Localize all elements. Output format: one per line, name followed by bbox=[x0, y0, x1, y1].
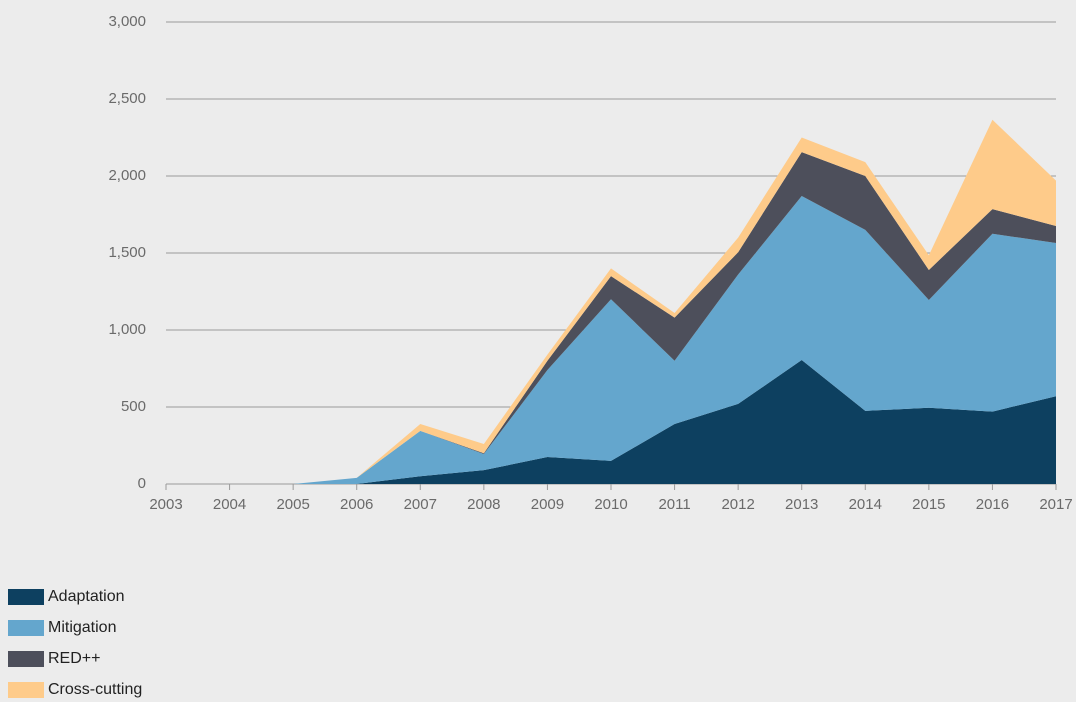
legend-label: RED++ bbox=[48, 650, 100, 667]
x-tick-label: 2008 bbox=[467, 496, 500, 513]
x-tick-label: 2010 bbox=[594, 496, 627, 513]
y-tick-label: 2,500 bbox=[108, 90, 146, 107]
x-tick-label: 2006 bbox=[340, 496, 373, 513]
x-tick-label: 2007 bbox=[404, 496, 437, 513]
y-tick-label: 1,500 bbox=[108, 244, 146, 261]
y-tick-label: 3,000 bbox=[108, 13, 146, 30]
y-tick-label: 1,000 bbox=[108, 321, 146, 338]
legend-swatch bbox=[8, 651, 44, 667]
legend-swatch bbox=[8, 682, 44, 698]
y-tick-label: 0 bbox=[138, 475, 146, 492]
x-tick-label: 2014 bbox=[849, 496, 882, 513]
x-tick-label: 2017 bbox=[1039, 496, 1072, 513]
legend-label: Cross-cutting bbox=[48, 681, 142, 698]
area bbox=[166, 196, 1056, 484]
area bbox=[166, 360, 1056, 484]
x-tick-label: 2004 bbox=[213, 496, 246, 513]
y-tick-label: 2,000 bbox=[108, 167, 146, 184]
x-tick-label: 2012 bbox=[721, 496, 754, 513]
y-tick-label: 500 bbox=[121, 398, 146, 415]
x-tick-label: 2015 bbox=[912, 496, 945, 513]
x-tick-label: 2009 bbox=[531, 496, 564, 513]
x-tick-label: 2005 bbox=[276, 496, 309, 513]
legend-swatch bbox=[8, 620, 44, 636]
legend-label: Adaptation bbox=[48, 588, 125, 605]
x-tick-label: 2016 bbox=[976, 496, 1009, 513]
x-tick-label: 2013 bbox=[785, 496, 818, 513]
x-tick-label: 2011 bbox=[658, 496, 690, 513]
legend-label: Mitigation bbox=[48, 619, 116, 636]
legend-swatch bbox=[8, 589, 44, 605]
x-tick-label: 2003 bbox=[149, 496, 182, 513]
